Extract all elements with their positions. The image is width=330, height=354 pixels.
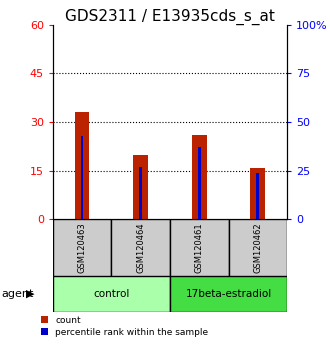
Bar	[75, 113, 89, 219]
Text: GSM120461: GSM120461	[195, 222, 204, 273]
Legend: count, percentile rank within the sample: count, percentile rank within the sample	[41, 316, 208, 337]
Text: control: control	[93, 289, 130, 299]
Bar	[256, 173, 259, 219]
Bar	[192, 135, 207, 219]
Bar	[228, 219, 287, 276]
Text: GSM120462: GSM120462	[253, 222, 262, 273]
Bar	[170, 276, 287, 312]
Bar	[250, 167, 265, 219]
Bar	[198, 147, 201, 219]
Text: ▶: ▶	[26, 289, 34, 299]
Text: agent: agent	[2, 289, 34, 299]
Bar	[112, 219, 170, 276]
Bar	[53, 219, 112, 276]
Text: GSM120464: GSM120464	[136, 222, 145, 273]
Title: GDS2311 / E13935cds_s_at: GDS2311 / E13935cds_s_at	[65, 8, 275, 25]
Bar	[81, 136, 83, 219]
Text: GSM120463: GSM120463	[78, 222, 86, 273]
Bar	[170, 219, 229, 276]
Bar	[139, 167, 142, 219]
Text: 17beta-estradiol: 17beta-estradiol	[185, 289, 272, 299]
Bar	[53, 276, 170, 312]
Bar	[133, 155, 148, 219]
